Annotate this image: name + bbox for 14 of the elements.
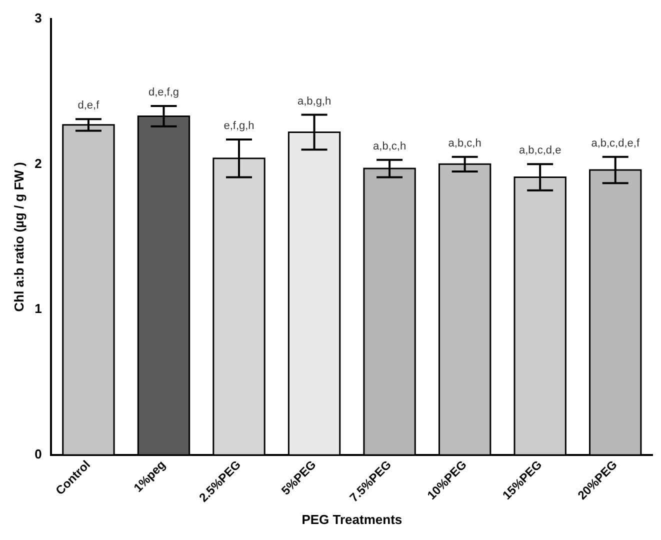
data-label: d,e,f,g — [148, 86, 180, 99]
data-label: a,b,c,d,e,f — [591, 137, 640, 150]
data-label: a,b,g,h — [297, 95, 332, 108]
y-tick-label: 1 — [34, 301, 42, 316]
y-tick-label: 0 — [34, 446, 42, 462]
y-tick-label: 3 — [34, 10, 42, 26]
data-label: e,f,g,h — [224, 120, 254, 132]
data-label: a,b,c,h — [373, 140, 406, 152]
data-label: a,b,c,h — [448, 137, 482, 150]
y-tick-label: 2 — [34, 156, 42, 171]
data-label: d,e,f — [78, 100, 100, 112]
y-axis-title: Chl a:b ratio (µg / g FW ) — [11, 162, 26, 312]
x-axis-title: PEG Treatments — [302, 512, 402, 527]
data-label: a,b,c,d,e — [518, 144, 562, 157]
